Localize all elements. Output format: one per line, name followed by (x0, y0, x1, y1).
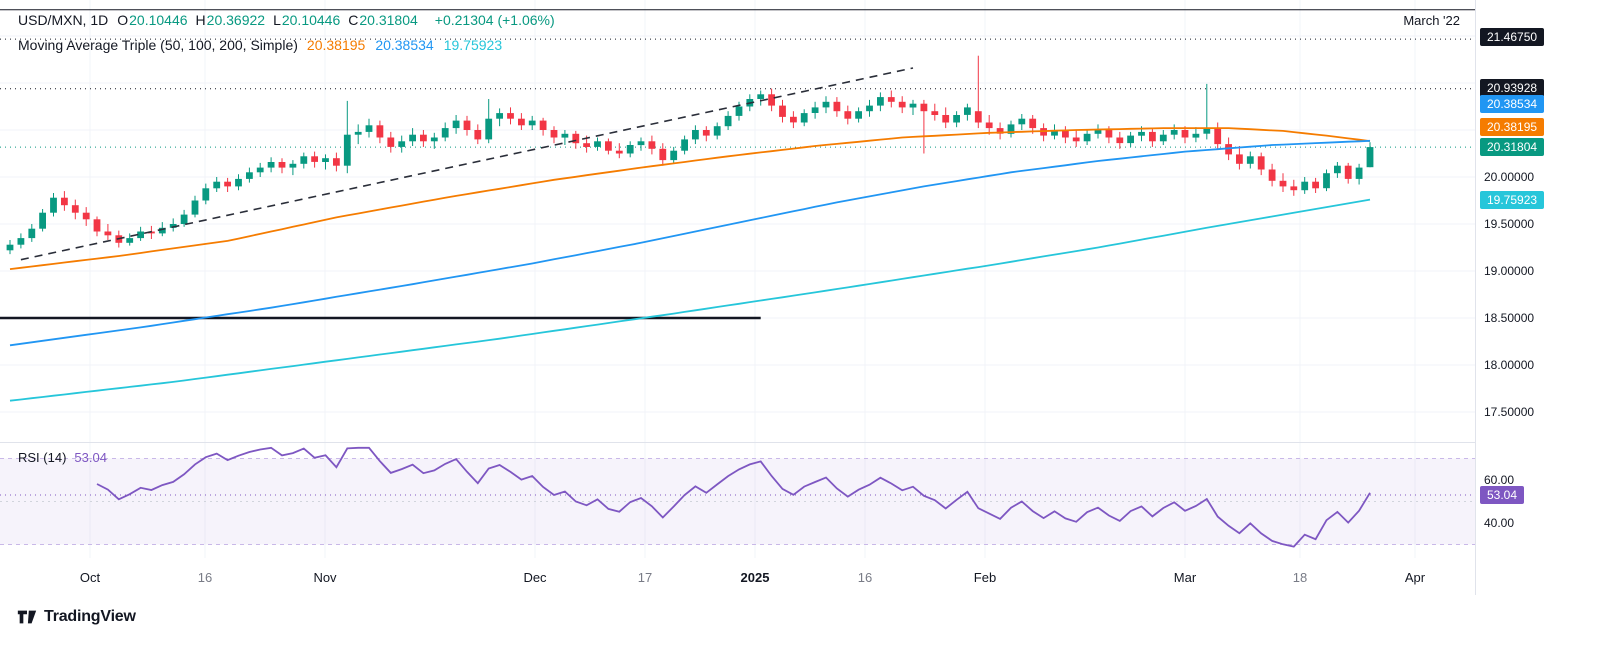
time-axis-label-16: 16 (197, 570, 213, 585)
rsi-title: RSI (14) (18, 450, 67, 465)
ma-value-2: 19.75923 (443, 37, 503, 53)
ma-value-0: 20.38195 (306, 37, 366, 53)
time-axis-label-17: 17 (637, 570, 653, 585)
time-axis-label-2025: 2025 (740, 570, 770, 585)
price-scale-label-20.31804: 20.31804 (1480, 138, 1545, 156)
rsi-value: 53.04 (74, 450, 107, 465)
price-scale-label-17.50000: 17.50000 (1484, 405, 1535, 419)
time-axis-label-Nov: Nov (313, 570, 337, 585)
time-axis-label-Oct: Oct (79, 570, 101, 585)
price-scale-label-60.00: 60.00 (1484, 473, 1515, 487)
indicator-legend-row[interactable]: Moving Average Triple (50, 100, 200, Sim… (18, 37, 555, 53)
time-axis-label-16: 16 (857, 570, 873, 585)
ma-value-1: 20.38534 (375, 37, 434, 53)
indicator-title: Moving Average Triple (50, 100, 200, Sim… (18, 37, 298, 53)
ohlc-H: H20.36922 (195, 12, 266, 28)
time-axis-label-Apr: Apr (1404, 570, 1426, 585)
time-axis-label-Mar: Mar (1173, 570, 1197, 585)
price-scale-label-53.04: 53.04 (1480, 486, 1525, 504)
time-axis-label-Feb: Feb (973, 570, 997, 585)
ma-values: 20.38195 20.38534 19.75923 (307, 37, 512, 53)
price-scale-label-19.00000: 19.00000 (1484, 264, 1535, 278)
price-scale-label-20.00000: 20.00000 (1484, 170, 1535, 184)
pane-separator[interactable] (0, 442, 1600, 443)
ohlc-values: O20.10446 H20.36922 L20.10446 C20.31804 (117, 12, 426, 28)
tradingview-logo-icon (17, 610, 37, 624)
ohlc-O: O20.10446 (117, 12, 188, 28)
symbol-legend-row[interactable]: USD/MXN, 1D O20.10446 H20.36922 L20.10446 C… (18, 12, 555, 28)
price-scale[interactable]: 21.46750 20.93928 20.38534 20.38195 20.31804… (1475, 0, 1600, 595)
tradingview-logo-text: TradingView (44, 608, 136, 625)
change-value: +0.21304 (+1.06%) (434, 12, 555, 28)
price-scale-label-20.93928: 20.93928 (1480, 79, 1545, 97)
time-axis-label-Dec: Dec (523, 570, 547, 585)
ohlc-C: C20.31804 (348, 12, 418, 28)
rsi-legend-row[interactable]: RSI (14) 53.04 (18, 450, 107, 465)
ohlc-L: L20.10446 (273, 12, 341, 28)
price-scale-label-20.38195: 20.38195 (1480, 118, 1545, 136)
price-scale-label-19.75923: 19.75923 (1480, 191, 1545, 209)
price-scale-label-19.50000: 19.50000 (1484, 217, 1535, 231)
footer: TradingView (0, 596, 1600, 655)
time-axis-label-18: 18 (1292, 570, 1308, 585)
price-scale-label-20.38534: 20.38534 (1480, 95, 1545, 113)
price-scale-label-21.46750: 21.46750 (1480, 28, 1545, 46)
time-axis[interactable]: Oct 16 Nov Dec 17 2025 16 Feb Mar 18 Apr (0, 560, 1475, 595)
price-scale-label-18.00000: 18.00000 (1484, 358, 1535, 372)
price-scale-label-18.50000: 18.50000 (1484, 311, 1535, 325)
price-scale-label-40.00: 40.00 (1484, 516, 1515, 530)
symbol-title: USD/MXN, 1D (18, 12, 109, 28)
march-22-annotation: March '22 (1403, 13, 1460, 28)
chart-canvas[interactable] (0, 0, 1475, 560)
tradingview-logo[interactable]: TradingView (16, 606, 136, 628)
chart-legend: USD/MXN, 1D O20.10446 H20.36922 L20.10446 C… (18, 12, 555, 53)
